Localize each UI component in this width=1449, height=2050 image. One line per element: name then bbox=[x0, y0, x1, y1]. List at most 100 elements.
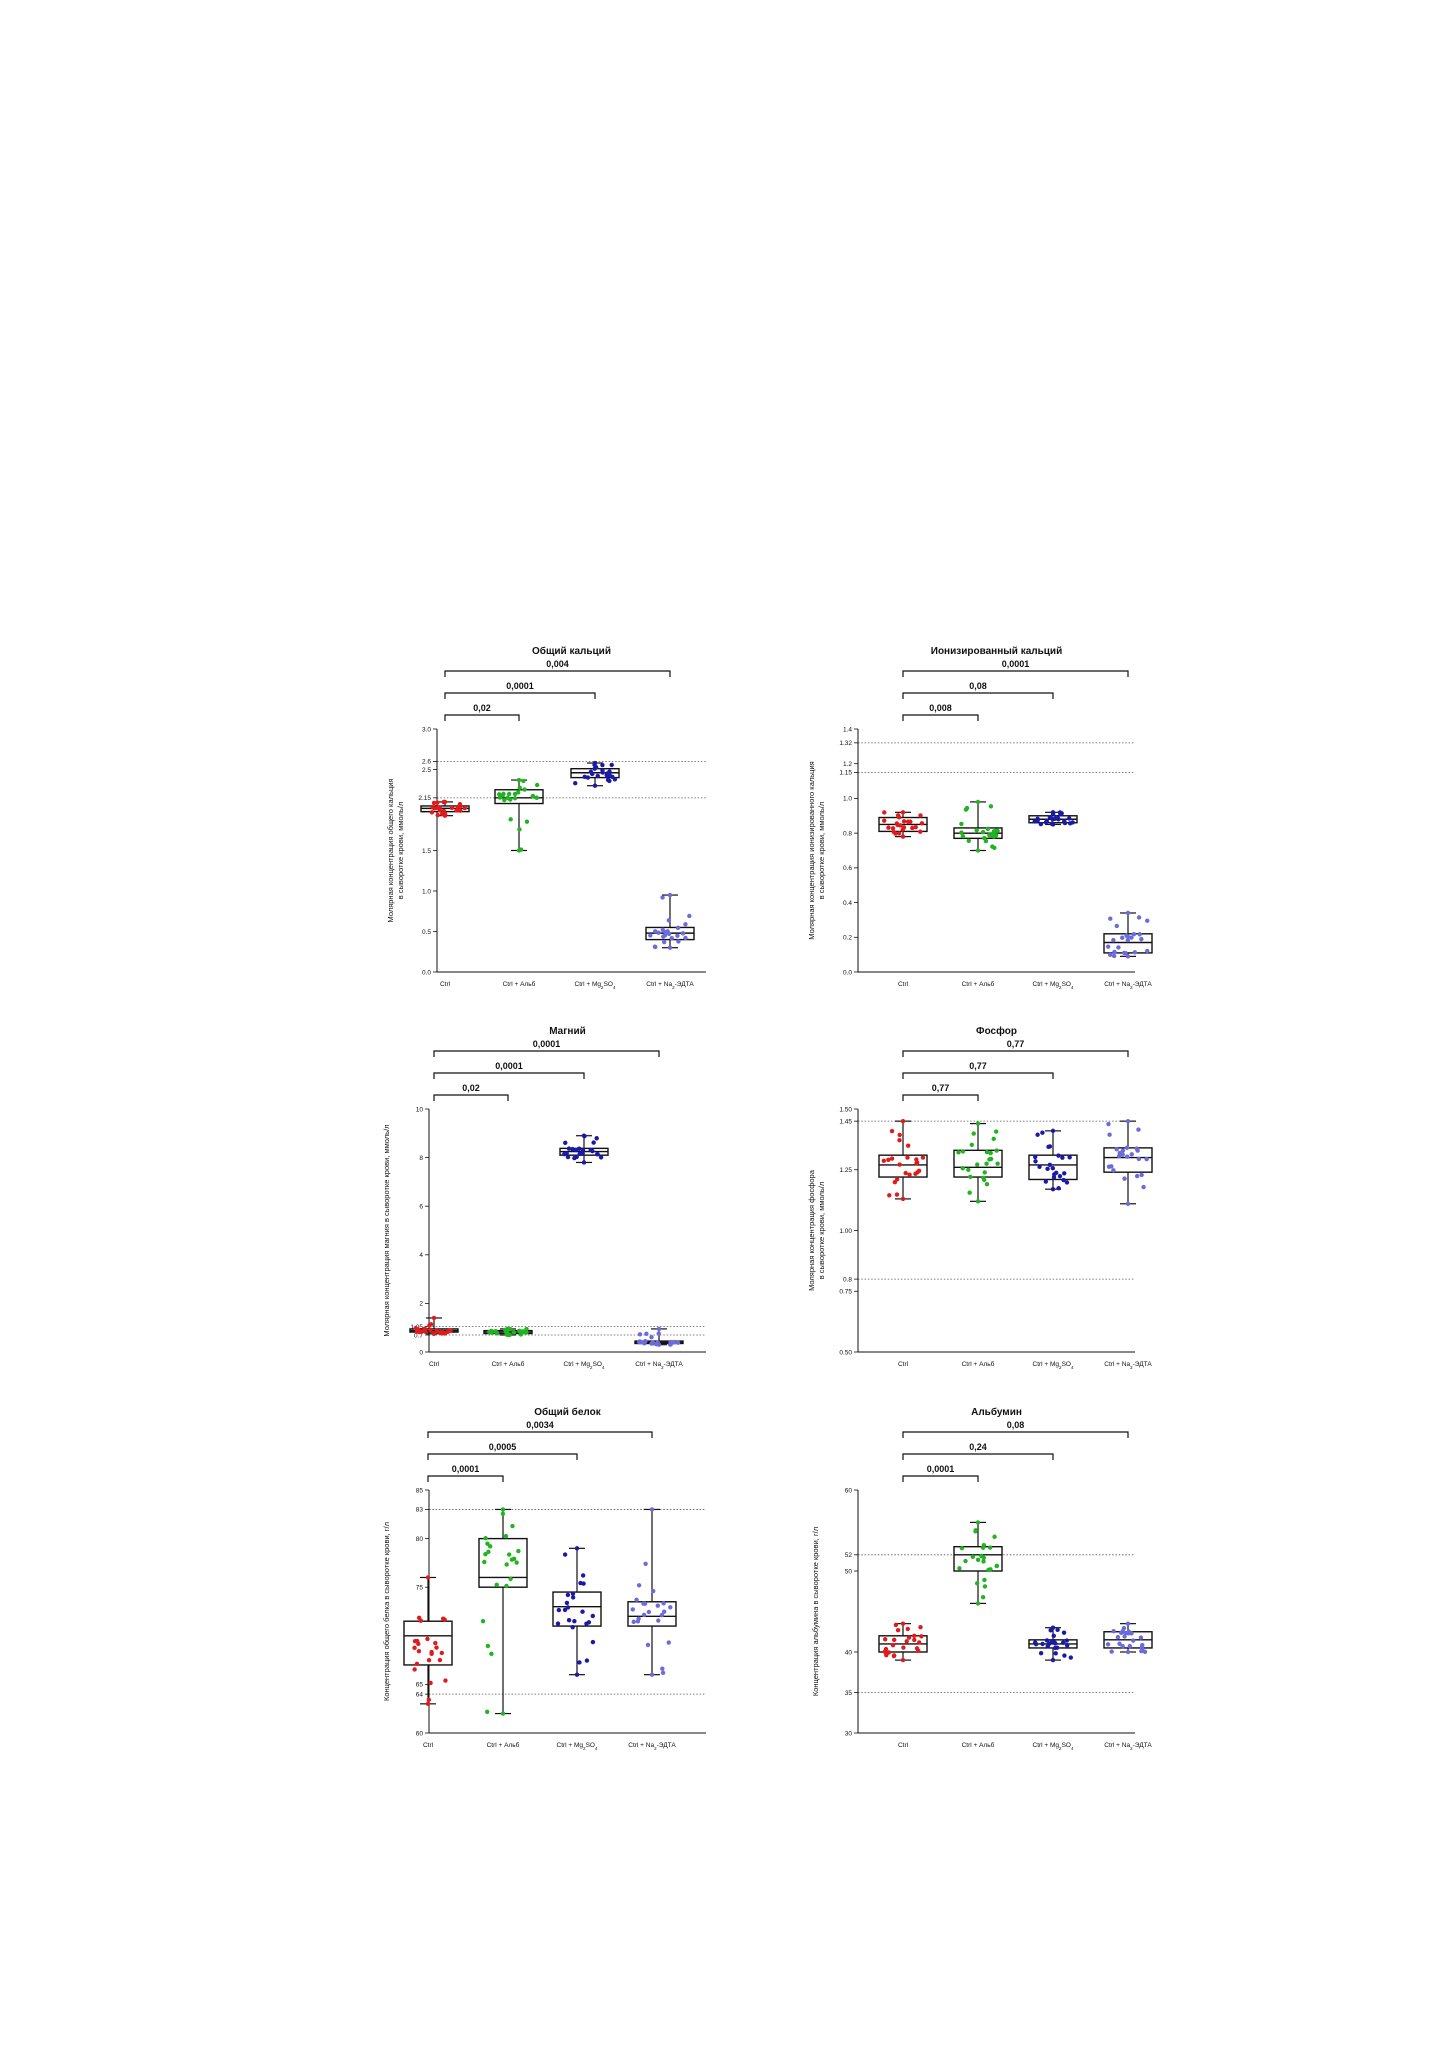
data-point bbox=[1043, 820, 1049, 825]
data-point bbox=[480, 1618, 486, 1624]
data-point bbox=[562, 1552, 568, 1557]
y-tick-label-7: 1.2 bbox=[843, 761, 852, 768]
data-point bbox=[960, 1166, 965, 1171]
data-point bbox=[573, 781, 578, 786]
x-tick-label-1: Ctrl + Альб bbox=[962, 1360, 995, 1368]
data-point bbox=[905, 1626, 911, 1632]
data-point bbox=[570, 1595, 576, 1600]
data-point bbox=[671, 1340, 677, 1345]
data-point bbox=[957, 1566, 962, 1571]
data-point bbox=[509, 1557, 515, 1562]
data-point bbox=[598, 1155, 604, 1160]
data-point bbox=[437, 807, 442, 813]
data-point bbox=[894, 1177, 900, 1182]
chart-title: Альбумин bbox=[971, 1406, 1022, 1418]
data-point bbox=[895, 813, 901, 818]
y-tick-label-7: 10 bbox=[416, 1106, 424, 1113]
data-point bbox=[565, 1154, 571, 1160]
data-point bbox=[441, 799, 446, 805]
data-point bbox=[891, 1637, 897, 1643]
data-point bbox=[1064, 1643, 1070, 1648]
data-point bbox=[565, 1592, 571, 1598]
data-point bbox=[595, 773, 600, 779]
data-point bbox=[1032, 1154, 1038, 1160]
data-point bbox=[905, 819, 911, 824]
data-point bbox=[669, 935, 674, 941]
data-point bbox=[991, 1136, 996, 1142]
y-tick-label-4: 0.8 bbox=[843, 830, 852, 837]
x-tick-label-3: Ctrl + Na2-ЭДТА bbox=[1104, 981, 1152, 990]
y-tick-label-3: 0.6 bbox=[843, 865, 852, 872]
p-value-label: 0,008 bbox=[929, 703, 952, 713]
y-tick-label-1: 0.75 bbox=[839, 1289, 852, 1296]
data-point bbox=[641, 1601, 646, 1606]
data-point bbox=[412, 1638, 418, 1644]
data-point bbox=[1035, 818, 1040, 823]
data-point bbox=[1108, 916, 1113, 921]
data-point bbox=[648, 933, 653, 938]
chart-title: Фосфор bbox=[976, 1025, 1017, 1037]
data-point bbox=[886, 1650, 892, 1655]
box-3 bbox=[552, 1546, 602, 1677]
y-tick-label-3: 2 bbox=[419, 1301, 423, 1308]
data-point bbox=[966, 838, 971, 843]
data-point bbox=[687, 913, 692, 919]
data-point-extreme-0 bbox=[975, 1601, 981, 1606]
p-value-label: 0,0001 bbox=[1002, 659, 1030, 669]
data-point bbox=[524, 1330, 529, 1335]
data-point bbox=[497, 792, 502, 797]
data-point bbox=[919, 821, 925, 826]
data-point bbox=[900, 827, 905, 832]
data-point bbox=[652, 944, 658, 949]
chart-title: Общий кальций bbox=[532, 645, 611, 657]
data-point bbox=[442, 1331, 448, 1336]
data-point bbox=[426, 1697, 432, 1703]
data-point bbox=[566, 1146, 572, 1151]
data-point bbox=[414, 1661, 420, 1667]
data-point bbox=[1052, 1172, 1057, 1177]
data-point bbox=[594, 1151, 600, 1157]
data-point bbox=[609, 762, 614, 768]
data-point bbox=[890, 1642, 896, 1648]
data-point bbox=[896, 831, 902, 836]
data-point bbox=[439, 1650, 445, 1656]
chart-title: Общий белок bbox=[534, 1406, 602, 1418]
data-point bbox=[971, 1131, 976, 1136]
data-point bbox=[1040, 1641, 1045, 1647]
data-point-extreme-1 bbox=[649, 1507, 655, 1512]
data-point bbox=[1125, 937, 1131, 943]
data-point bbox=[582, 1134, 587, 1139]
data-point bbox=[428, 1680, 433, 1686]
data-point bbox=[449, 805, 455, 810]
data-point bbox=[1056, 1153, 1061, 1158]
comparison-bracket-1: 0,008 bbox=[902, 703, 979, 721]
chart-title: Магний bbox=[549, 1026, 586, 1037]
data-point bbox=[887, 1193, 892, 1198]
data-point bbox=[416, 1641, 421, 1647]
chart-panel-1: Общий кальций0.00.51.01.52.02.152.52.63.… bbox=[386, 645, 706, 990]
data-point bbox=[891, 829, 897, 835]
chart-panel-6: Альбумин 30 35 40 50 52 60 Концентрация альбуми… bbox=[811, 1406, 1153, 1751]
data-point bbox=[897, 1138, 902, 1143]
bracket-line bbox=[427, 1431, 653, 1438]
data-point bbox=[1052, 1640, 1058, 1646]
box-3 bbox=[570, 760, 620, 788]
data-point bbox=[1120, 1628, 1126, 1634]
data-point bbox=[882, 810, 887, 815]
data-point-extreme-0 bbox=[1125, 1201, 1131, 1206]
data-point bbox=[1116, 1153, 1122, 1159]
x-tick-label-1: Ctrl + Альб bbox=[487, 1741, 520, 1749]
data-point bbox=[431, 800, 437, 806]
data-point bbox=[1145, 948, 1150, 954]
data-point bbox=[895, 1628, 901, 1633]
data-point bbox=[1067, 816, 1072, 821]
data-point bbox=[994, 1129, 999, 1134]
data-point bbox=[435, 800, 440, 805]
data-point bbox=[1134, 1146, 1139, 1151]
data-point bbox=[565, 1605, 571, 1610]
data-point bbox=[562, 1607, 568, 1613]
data-point bbox=[412, 1645, 417, 1651]
p-value-label: 0,02 bbox=[462, 1083, 480, 1093]
data-point bbox=[508, 817, 513, 822]
